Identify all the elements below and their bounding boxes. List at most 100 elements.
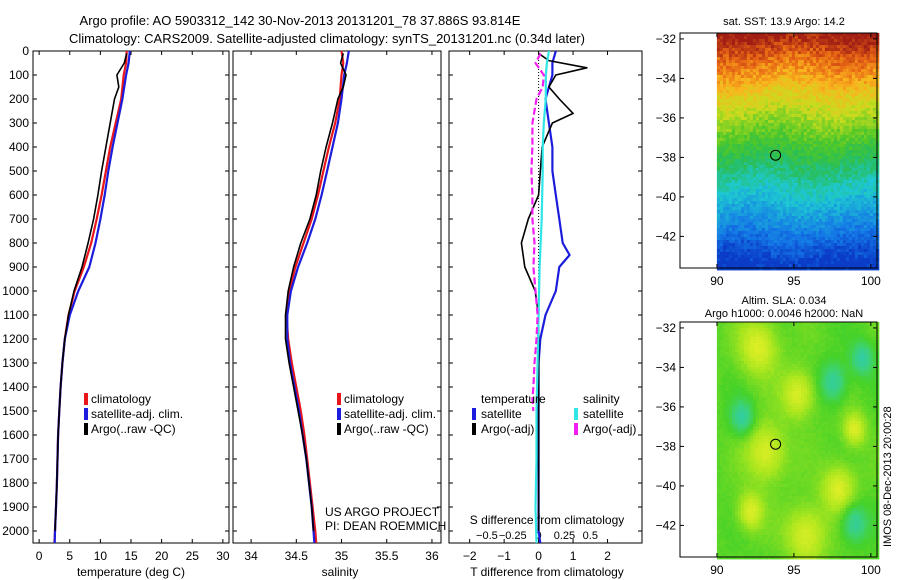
legend-swatch-s-argo	[574, 423, 578, 435]
s-tick-label: 0.5	[583, 530, 598, 542]
sla-argo-location-marker	[770, 438, 782, 450]
credit-line-1: US ARGO PROJECT	[325, 505, 440, 519]
difference-s-ticks: −0.5 −0.25 0 0.25 0.5	[476, 530, 598, 542]
x-tick-label: 35.5	[375, 549, 399, 563]
x-tick-label: 25	[186, 549, 200, 563]
legend-swatch-argo	[337, 423, 341, 435]
s-tick-label: −0.5	[476, 530, 498, 542]
temperature-line-argo-raw-qc	[54, 53, 128, 532]
salinity-y-ticks	[233, 50, 441, 532]
x-tick-label: −1	[497, 549, 511, 563]
legend-label-climatology: climatology	[344, 392, 404, 406]
legend-label-argo: Argo(..raw -QC)	[344, 422, 429, 436]
sla-map-ticks: −32 −34 −36 −38 −40 −42 90 95 100	[656, 321, 882, 577]
map-border	[679, 321, 878, 558]
depth-tick-label: 800	[9, 236, 29, 250]
depth-tick-label: 1000	[2, 284, 29, 298]
x-tick-label: 15	[124, 549, 138, 563]
x-tick-label: 0	[535, 549, 542, 563]
credit-line-2: PI: DEAN ROEMMICH	[325, 519, 446, 533]
depth-tick-label: 400	[9, 140, 29, 154]
depth-tick-label: 900	[9, 260, 29, 274]
x-tick-label: 34.5	[285, 549, 309, 563]
sst-map-panel: sat. SST: 13.9 Argo: 14.2 −32 −34 −36 −38 −4…	[656, 16, 882, 288]
map-lon-label: 100	[861, 274, 881, 288]
legend-swatch-s-satellite	[574, 408, 578, 420]
sst-field	[679, 32, 880, 271]
legend-label-t-argo: Argo(-adj)	[481, 422, 534, 436]
salinity-line-argo-raw-qc	[284, 53, 347, 532]
x-tick-label: 34	[244, 549, 258, 563]
legend-swatch-t-argo	[472, 423, 476, 435]
x-tick-label: 0	[36, 549, 43, 563]
map-lat-label: −38	[656, 439, 677, 453]
map-lat-label: −34	[656, 71, 677, 85]
legend-label-satellite: satellite-adj. clim.	[344, 407, 436, 421]
depth-tick-label: 300	[9, 116, 29, 130]
map-lat-label: −36	[656, 111, 677, 125]
map-lon-label: 95	[787, 563, 801, 577]
salinity-series	[284, 50, 350, 544]
depth-tick-label: 1700	[2, 452, 29, 466]
salinity-frame	[232, 50, 442, 544]
depth-tick-label: 200	[9, 92, 29, 106]
sla-field	[679, 321, 880, 560]
depth-tick-label: 0	[22, 44, 29, 58]
sst-map-title: sat. SST: 13.9 Argo: 14.2	[723, 16, 845, 28]
map-lat-label: −32	[656, 32, 677, 46]
legend-swatch-argo	[84, 423, 88, 435]
header-line-2: Climatology: CARS2009. Satellite-adjuste…	[69, 31, 585, 46]
x-tick-label: 2	[604, 549, 611, 563]
map-border	[679, 32, 878, 269]
map-lat-label: −36	[656, 400, 677, 414]
depth-tick-label: 2000	[2, 524, 29, 538]
depth-tick-label: 100	[9, 68, 29, 82]
map-lat-label: −32	[656, 321, 677, 335]
difference-line-s-satellite	[534, 50, 550, 544]
legend-swatch-satellite	[84, 408, 88, 420]
depth-tick-label: 1400	[2, 380, 29, 394]
imos-timestamp: IMOS 08-Dec-2013 20:00:28	[882, 406, 894, 547]
salinity-x-ticks: 34 34.5 35 35.5 36	[244, 51, 439, 563]
map-lon-label: 100	[861, 563, 881, 577]
sst-map-ticks: −32 −34 −36 −38 −40 −42 90 95 100	[656, 32, 882, 288]
map-lat-label: −42	[656, 229, 677, 243]
x-tick-label: 5	[66, 549, 73, 563]
map-lat-label: −40	[656, 190, 677, 204]
difference-panel: −2 −1 0 1 2 −0.5 −0.25 0 0.25 0.5 S difference f…	[448, 50, 643, 579]
legend-label-satellite: satellite-adj. clim.	[91, 407, 183, 421]
salinity-panel: 34 34.5 35 35.5 36 salinity climatology sate…	[232, 50, 446, 579]
s-tick-label: 0.25	[554, 530, 575, 542]
t-difference-label: T difference from climatology	[470, 565, 624, 579]
difference-x-ticks: −2 −1 0 1 2	[463, 51, 611, 563]
legend-swatch-climatology	[337, 393, 341, 405]
depth-tick-label: 600	[9, 188, 29, 202]
temperature-x-ticks: 0 5 10 15 20 25 30	[36, 51, 230, 563]
map-lon-label: 90	[710, 563, 724, 577]
legend-label-argo: Argo(..raw -QC)	[91, 422, 176, 436]
s-difference-label: S difference from climatology	[470, 513, 625, 527]
x-tick-label: 10	[94, 549, 108, 563]
depth-tick-label: 700	[9, 212, 29, 226]
legend-label-s-argo: Argo(-adj)	[583, 422, 636, 436]
legend-swatch-t-satellite	[472, 408, 476, 420]
sst-argo-location-marker	[770, 149, 782, 161]
temperature-x-label: temperature (deg C)	[77, 565, 185, 579]
depth-tick-label: 1100	[3, 308, 29, 322]
legend-title-salinity: salinity	[583, 392, 620, 406]
depth-tick-label: 1900	[2, 500, 29, 514]
salinity-legend: climatology satellite-adj. clim. Argo(..…	[337, 392, 436, 436]
temperature-y-ticks: 0 100 200 300 400 500 600 700 800 900 1000 1100 1200…	[2, 44, 229, 538]
x-tick-label: −2	[463, 549, 477, 563]
difference-line-s-argo-adj	[530, 52, 545, 412]
difference-frame	[448, 50, 643, 544]
legend-label-t-satellite: satellite	[481, 407, 522, 421]
header-line-1: Argo profile: AO 5903312_142 30-Nov-2013…	[80, 13, 521, 28]
sla-map-title-2: Argo h1000: 0.0046 h2000: NaN	[705, 308, 863, 320]
depth-tick-label: 500	[9, 164, 29, 178]
difference-legend: temperature satellite Argo(-adj) salinit…	[472, 392, 636, 436]
difference-series	[520, 50, 588, 544]
x-tick-label: 30	[216, 549, 230, 563]
map-lat-label: −40	[656, 479, 677, 493]
